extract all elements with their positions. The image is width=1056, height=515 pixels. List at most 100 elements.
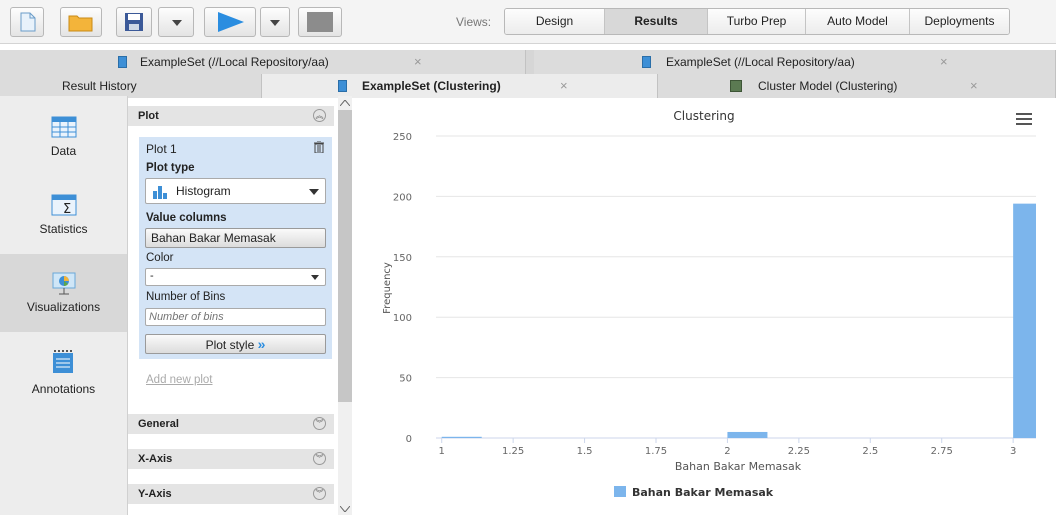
collapse-icon[interactable]: ︽ xyxy=(313,109,326,122)
nav-label: Statistics xyxy=(39,222,88,236)
visualization-icon xyxy=(52,272,76,295)
close-icon[interactable]: × xyxy=(940,54,948,69)
nav-visualizations[interactable]: Visualizations xyxy=(0,254,127,332)
open-process-button[interactable] xyxy=(60,7,102,37)
table-icon xyxy=(51,116,77,138)
value-columns-label: Value columns xyxy=(146,212,227,224)
chart-legend[interactable]: Bahan Bakar Memasak xyxy=(614,486,773,500)
cluster-model-icon xyxy=(730,80,742,92)
nav-label: Data xyxy=(50,144,77,158)
chevron-up-icon[interactable] xyxy=(340,100,350,106)
plot-style-button[interactable]: Plot style » xyxy=(145,334,326,354)
view-turbo-prep-button[interactable]: Turbo Prep xyxy=(707,9,805,34)
statistics-icon: Σ xyxy=(51,194,77,216)
result-tabs-row-2: Result History ExampleSet (Clustering) ×… xyxy=(0,74,1056,98)
close-icon[interactable]: × xyxy=(970,78,978,93)
y-axis-label: Frequency xyxy=(382,262,393,314)
y-tick-label: 0 xyxy=(406,434,412,445)
section-title: Plot xyxy=(138,110,159,122)
folder-icon xyxy=(68,15,93,32)
nav-label: Annotations xyxy=(31,382,96,396)
chevron-down-icon[interactable] xyxy=(340,506,350,512)
bins-input[interactable] xyxy=(145,308,326,326)
plot-type-select[interactable]: Histogram xyxy=(145,178,326,204)
x-tick-label: 2 xyxy=(724,446,730,457)
add-new-plot-link[interactable]: Add new plot xyxy=(146,374,213,386)
x-tick-label: 1.25 xyxy=(502,446,524,457)
section-x-axis-header[interactable]: X-Axis ︾ xyxy=(128,449,334,469)
plot-type-value: Histogram xyxy=(176,184,231,198)
plot-style-label: Plot style xyxy=(205,338,255,352)
view-design-button[interactable]: Design xyxy=(505,9,604,34)
expand-icon[interactable]: ︾ xyxy=(313,487,326,500)
views-switcher: Design Results Turbo Prep Auto Model Dep… xyxy=(504,8,1010,35)
svg-text:Σ: Σ xyxy=(63,202,71,216)
histogram-bar[interactable] xyxy=(727,431,768,438)
table-icon xyxy=(338,80,347,92)
nav-data[interactable]: Data xyxy=(0,96,127,174)
y-tick-label: 100 xyxy=(393,313,412,324)
y-tick-label: 250 xyxy=(393,132,412,143)
close-icon[interactable]: × xyxy=(414,54,422,69)
expand-icon[interactable]: ︾ xyxy=(313,417,326,430)
main-toolbar: Views: Design Results Turbo Prep Auto Mo… xyxy=(0,0,1056,44)
plot-name: Plot 1 xyxy=(146,142,177,156)
color-select[interactable]: - xyxy=(145,268,326,286)
tab-result-history[interactable]: Result History xyxy=(0,74,262,98)
x-tick-label: 2.75 xyxy=(931,446,953,457)
save-process-button[interactable] xyxy=(116,7,152,37)
view-deployments-button[interactable]: Deployments xyxy=(909,9,1009,34)
tab-cluster-model[interactable]: Cluster Model (Clustering) × xyxy=(658,74,1056,98)
tab-exampleset-1[interactable]: ExampleSet (//Local Repository/aa) × xyxy=(0,50,526,74)
value-columns-button[interactable]: Bahan Bakar Memasak xyxy=(145,228,326,248)
stop-process-button[interactable] xyxy=(298,7,342,37)
play-icon xyxy=(218,12,244,32)
trash-icon[interactable] xyxy=(314,141,324,153)
tab-label: ExampleSet (Clustering) xyxy=(362,79,501,93)
nav-annotations[interactable]: Annotations xyxy=(0,334,127,412)
close-icon[interactable]: × xyxy=(560,78,568,93)
section-title: X-Axis xyxy=(138,453,173,465)
tab-label: Cluster Model (Clustering) xyxy=(758,79,898,93)
section-plot-header[interactable]: Plot ︽ xyxy=(128,106,334,126)
section-y-axis-header[interactable]: Y-Axis ︾ xyxy=(128,484,334,504)
view-results-button[interactable]: Results xyxy=(604,9,707,34)
panel-scrollbar[interactable] xyxy=(338,96,352,515)
tab-label: ExampleSet (//Local Repository/aa) xyxy=(140,55,329,69)
x-tick-label: 1 xyxy=(439,446,445,457)
run-process-button[interactable] xyxy=(204,7,256,37)
x-tick-label: 2.25 xyxy=(788,446,810,457)
chart-menu-icon[interactable] xyxy=(1016,113,1032,125)
floppy-disk-icon xyxy=(125,13,143,31)
tab-exampleset-2[interactable]: ExampleSet (//Local Repository/aa) × xyxy=(534,50,1056,74)
expand-icon[interactable]: ︾ xyxy=(313,452,326,465)
histogram-icon xyxy=(153,186,167,199)
view-auto-model-button[interactable]: Auto Model xyxy=(805,9,909,34)
color-label: Color xyxy=(146,252,174,264)
chevron-down-icon xyxy=(270,20,280,26)
new-process-button[interactable] xyxy=(10,7,44,37)
tab-exampleset-clustering[interactable]: ExampleSet (Clustering) × xyxy=(262,74,658,98)
table-icon xyxy=(642,56,651,68)
legend-label: Bahan Bakar Memasak xyxy=(632,486,774,499)
run-dropdown-button[interactable] xyxy=(260,7,290,37)
histogram-chart: 0 50 100 150 200 250 1 1.25 1.5 1.75 2 2.25 2.5 2.75… xyxy=(382,132,1036,473)
save-dropdown-button[interactable] xyxy=(158,7,194,37)
section-general-header[interactable]: General ︾ xyxy=(128,414,334,434)
annotations-icon xyxy=(53,350,73,373)
plot-type-label: Plot type xyxy=(146,162,195,174)
x-tick-label: 1.5 xyxy=(577,446,593,457)
legend-swatch xyxy=(614,486,626,497)
scrollbar-thumb[interactable] xyxy=(338,110,352,402)
section-title: Y-Axis xyxy=(138,488,172,500)
tab-label: ExampleSet (//Local Repository/aa) xyxy=(666,55,855,69)
x-axis-label: Bahan Bakar Memasak xyxy=(675,460,802,473)
color-value: - xyxy=(150,270,154,282)
stop-icon xyxy=(307,12,333,32)
bins-label: Number of Bins xyxy=(146,291,226,303)
result-view-nav: Data Σ Statistics Visualizations Annotat… xyxy=(0,96,128,515)
histogram-bar[interactable] xyxy=(1013,203,1036,438)
x-tick-label: 1.75 xyxy=(645,446,667,457)
nav-statistics[interactable]: Σ Statistics xyxy=(0,176,127,254)
histogram-bar[interactable] xyxy=(441,436,482,438)
